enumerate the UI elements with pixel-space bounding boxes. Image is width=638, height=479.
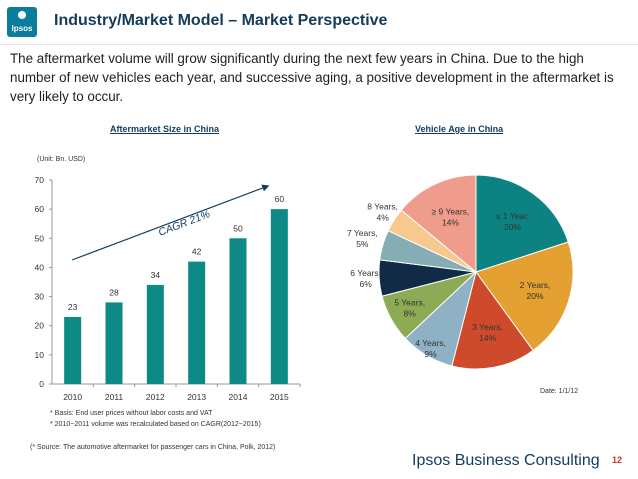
pie-slice-2	[451, 270, 534, 370]
bar-value-label: 34	[151, 270, 161, 280]
pie-slice-1	[475, 241, 574, 352]
pie-label-7: 8 Years, 4%	[367, 202, 398, 223]
page-title: Industry/Market Model – Market Perspecti…	[54, 12, 388, 29]
pie-label-line: 2 Years,	[520, 280, 551, 290]
pie-label-line: 9%	[424, 349, 437, 359]
bar-value-label: 60	[275, 194, 285, 204]
pie-label-line: 14%	[442, 218, 459, 228]
bar-y-tick-label: 20	[35, 321, 45, 331]
page-number: 12	[612, 455, 623, 465]
logo-dot-icon	[18, 11, 26, 19]
bar-x-tick-label: 2010	[63, 392, 82, 402]
pie-slice-8	[400, 174, 477, 274]
pie-label-line: 5 Years,	[394, 297, 425, 307]
bar-y-tick-label: 50	[35, 233, 45, 243]
bar-2013	[188, 261, 206, 384]
intro-text: The aftermarket volume will grow signifi…	[10, 51, 614, 104]
title-divider	[0, 44, 638, 45]
footer-brand: Ipsos Business Consulting	[412, 452, 600, 469]
pie-label-line: 7 Years,	[347, 228, 378, 238]
bar-value-label: 50	[233, 223, 243, 233]
bar-y-tick-label: 70	[35, 175, 45, 185]
pie-label-line: 8 Years,	[367, 202, 398, 212]
bar-value-label: 28	[109, 287, 119, 297]
pie-label-4: 5 Years, 8%	[394, 297, 425, 318]
bar-y-tick-label: 30	[35, 292, 45, 302]
bar-y-tick-label: 0	[39, 379, 44, 389]
pie-label-6: 7 Years, 5%	[347, 228, 378, 249]
pie-label-5: 6 Years, 6%	[350, 268, 381, 289]
bar-note-2: * 2010~2011 volume was recalculated base…	[50, 421, 261, 428]
pie-label-line: 4%	[376, 213, 389, 223]
pie-label-line: 6%	[359, 279, 372, 289]
pie-slice-0	[475, 174, 569, 273]
bar-x-tick-label: 2015	[270, 392, 289, 402]
pie-label-line: 20%	[504, 222, 521, 232]
bar-x-tick-label: 2012	[146, 392, 165, 402]
pie-label-3: 4 Years, 9%	[415, 338, 446, 359]
bar-y-tick-label: 40	[35, 262, 45, 272]
pie-chart: ≤ 1 Year, 20%2 Years, 20%3 Years, 14%4 Year…	[347, 174, 574, 370]
pie-label-line: 5%	[356, 239, 369, 249]
pie-label-8: ≥ 9 Years, 14%	[432, 207, 470, 228]
bar-2014	[229, 238, 247, 384]
bar-y-tick-label: 60	[35, 204, 45, 214]
date-label: Date: 1/1/12	[540, 388, 579, 395]
bar-chart-title: Aftermarket Size in China	[110, 124, 220, 134]
bar-2012	[146, 284, 164, 384]
bar-2011	[105, 302, 123, 384]
pie-label-line: 4 Years,	[415, 338, 446, 348]
bar-value-label: 23	[68, 302, 78, 312]
source-note: (* Source: The automotive aftermarket fo…	[30, 444, 276, 451]
pie-label-0: ≤ 1 Year, 20%	[496, 211, 529, 232]
pie-label-line: ≤ 1 Year,	[496, 211, 529, 221]
bar-x-tick-label: 2011	[105, 392, 124, 402]
bar-value-label: 42	[192, 247, 202, 257]
unit-label: (Unit: Bn. USD)	[37, 156, 86, 163]
bar-x-tick-label: 2013	[187, 392, 206, 402]
pie-label-line: 6 Years,	[350, 268, 381, 278]
pie-label-line: 14%	[479, 333, 496, 343]
logo-text: Ipsos	[11, 24, 33, 33]
bar-note-1: * Basis: End user prices without labor c…	[50, 410, 213, 417]
cagr-arrow	[71, 184, 270, 261]
pie-chart-title: Vehicle Age in China	[415, 124, 504, 134]
bar-y-tick-label: 10	[35, 350, 45, 360]
cagr-label: CAGR 21%	[157, 208, 212, 239]
pie-label-line: 20%	[527, 291, 544, 301]
pie-label-line: 3 Years,	[472, 322, 503, 332]
ipsos-logo: Ipsos	[7, 7, 37, 37]
bar-2015	[270, 209, 288, 384]
pie-label-line: 8%	[404, 308, 417, 318]
pie-label-line: ≥ 9 Years,	[432, 207, 470, 217]
bar-x-tick-label: 2014	[229, 392, 248, 402]
bar-2010	[64, 316, 82, 384]
pie-label-1: 2 Years, 20%	[520, 280, 551, 301]
pie-label-2: 3 Years, 14%	[472, 322, 503, 343]
